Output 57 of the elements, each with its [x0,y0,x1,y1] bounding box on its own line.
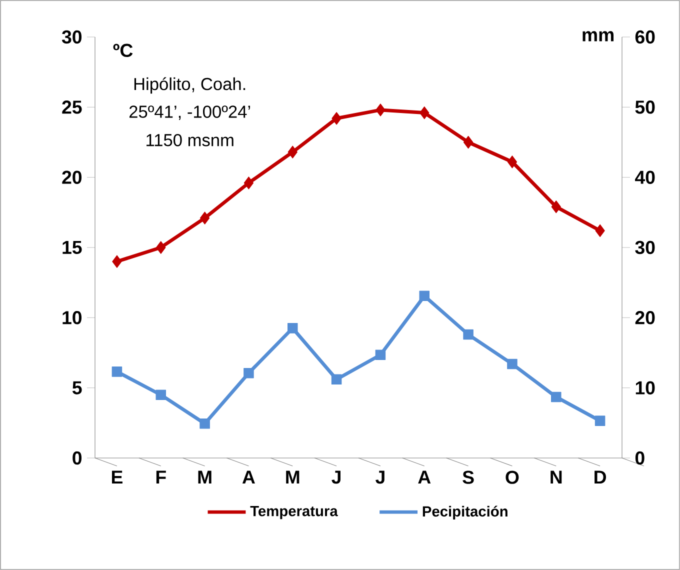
x-tick-label: E [112,470,122,484]
point [288,323,298,334]
x-tick-label: O [506,470,519,484]
x-tick-label: J [376,470,384,484]
point [463,136,474,149]
point [331,374,342,385]
point [594,416,606,426]
point [420,106,430,120]
point [332,112,342,125]
y-tick-label: 25 [62,100,82,114]
x-tick-label: M [286,470,300,484]
annotation: Hipólito, Coah. [134,77,246,94]
point [156,241,166,254]
x-tick-label: M [198,470,212,484]
annotation: 25º41’, -100º24’ [129,106,250,120]
y-tick-label: 5 [72,381,82,394]
x-tick-label: F [156,470,166,484]
x-tick-label: S [462,470,474,484]
point [244,368,254,378]
legend-label: Temperatura [250,506,338,520]
x-tick-label: D [594,470,606,484]
point [551,392,562,402]
y2-tick-label: 30 [635,240,655,254]
y2-tick-label: 20 [635,311,655,324]
point [507,358,518,370]
point [551,200,561,214]
y-axis-title: ºC [113,44,133,58]
y-tick-label: 10 [62,311,82,324]
y-tick-label: 30 [62,30,82,44]
y-tick-label: 20 [62,170,82,184]
y-tick-label: 0 [72,451,82,465]
x-tick-label: A [242,470,255,484]
legend-label: Pecipitación [422,506,508,520]
point [244,176,254,190]
point [200,418,210,429]
x-tick-label: N [550,470,562,484]
point [463,329,474,340]
x-tick-label: A [418,470,431,484]
y2-tick-label: 60 [635,30,655,44]
y-tick-label: 15 [62,240,82,254]
y2-tick-label: 40 [635,170,655,184]
point [156,390,166,400]
point [112,366,122,377]
y2-tick-label: 10 [636,381,655,394]
point [200,212,210,224]
y2-axis-title: mm [582,31,614,42]
point [507,156,518,168]
point [112,255,122,268]
annotation: 1150 msnm [146,134,234,146]
y2-tick-label: 0 [635,451,644,465]
point [595,224,605,237]
point [419,290,430,302]
point [375,350,386,360]
point [376,104,386,116]
point [288,146,298,158]
y2-tick-label: 50 [635,100,655,114]
x-tick-label: J [332,470,340,484]
